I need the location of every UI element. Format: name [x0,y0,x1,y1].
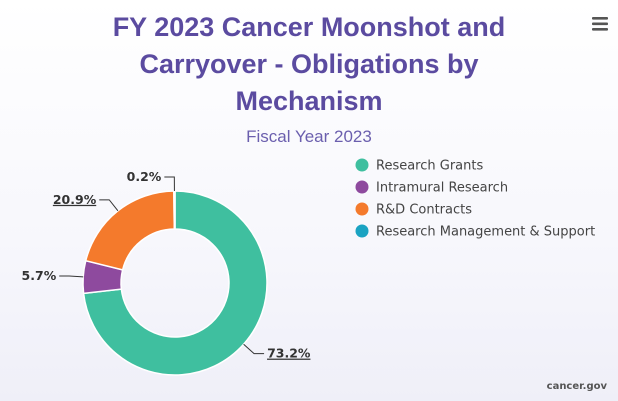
credits-link[interactable]: cancer.gov [547,381,608,392]
data-label-r-d-contracts: 20.9% [53,192,97,207]
chart-title-line-2: Carryover - Obligations by [139,49,478,79]
legend-swatch-r-d-contracts [355,202,369,216]
legend-label-research-management-support: Research Management & Support [376,225,595,240]
legend-swatch-intramural-research [355,180,369,194]
data-label-research-management-support: 0.2% [127,169,162,184]
legend-swatch-research-grants [355,158,369,172]
legend-item-intramural-research[interactable]: Intramural Research [355,180,509,196]
connector-research-grants [243,343,265,355]
legend-item-research-management-support[interactable]: Research Management & Support [355,224,596,240]
data-labels: 73.2% 5.7% 20.9% 0.2% [22,169,311,361]
chart-subtitle: Fiscal Year 2023 [246,127,372,146]
connector-intramural-research [59,275,84,278]
slice-research-management-support[interactable] [173,190,176,230]
legend-item-research-grants[interactable]: Research Grants [355,158,484,174]
legend-label-r-d-contracts: R&D Contracts [376,203,472,218]
legend-label-intramural-research: Intramural Research [376,181,508,196]
chart-title-line-3: Mechanism [235,86,382,116]
legend-item-r-d-contracts[interactable]: R&D Contracts [355,202,473,218]
slice-r-d-contracts[interactable] [84,190,176,271]
legend-swatch-research-management-support [355,224,369,238]
data-label-intramural-research: 5.7% [22,268,57,283]
chart-title-line-1: FY 2023 Cancer Moonshot and [113,12,506,42]
legend: Research Grants Intramural Research R&D Co… [355,158,596,240]
chart-menu-button[interactable] [582,10,610,38]
connector-r-d-contracts [99,199,119,212]
pie-slices [82,190,268,376]
slice-research-grants[interactable] [82,190,268,376]
hamburger-menu-icon [592,17,608,31]
data-label-research-grants: 73.2% [267,346,311,361]
legend-label-research-grants: Research Grants [376,159,483,174]
connector-research-management-support [164,176,175,192]
